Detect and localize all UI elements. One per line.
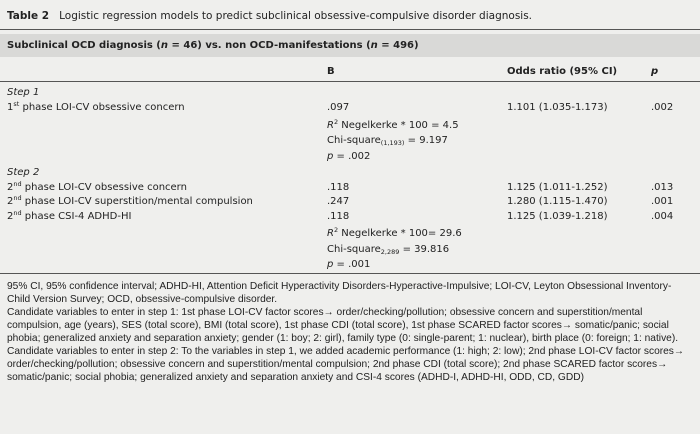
text: nd [13,208,22,217]
rule [0,29,700,30]
step-label: Step 2 [7,166,40,178]
text: (1,193) [380,139,405,147]
text: 2 [7,210,14,222]
text: nd [13,194,22,202]
p-value: p = .002 [327,150,370,163]
cell: .002 [651,102,674,113]
chi-square: Chi-square(1,193) = 9.197 [327,134,448,147]
footnotes: 95% CI, 95% confidence interval; ADHD-HI… [7,280,693,384]
column-header: Odds ratio (95% CI) [507,66,618,77]
text: = 46) vs. non OCD-manifestations ( [168,40,371,51]
text: Negelkerke * 100 = 4.5 [338,119,459,131]
text: phase LOI-CV superstition/mental compuls… [21,196,253,207]
text: 2 [333,117,339,126]
text: R [327,119,334,131]
text: 2 [7,181,14,193]
text: 2,289 [380,247,400,256]
cell: .013 [651,181,674,193]
text: Negelkerke * 100= 29.6 [338,228,462,239]
row-label: 1st phase LOI-CV obsessive concern [7,101,185,114]
text: = 39.816 [399,243,450,255]
table-label: Table 2 [7,10,50,22]
column-header: B [327,66,335,77]
text: p [327,259,334,270]
row-label: 2nd phase LOI-CV obsessive concern [7,179,187,194]
text: = .002 [333,150,371,162]
rule [0,81,700,82]
text: 2 [7,196,14,207]
text: 1 [7,102,14,113]
cell: 1.101 (1.035-1.173) [507,102,608,113]
cell: .118 [327,181,350,193]
text: phase LOI-CV obsessive concern [21,181,187,193]
row-label: 2nd phase LOI-CV superstition/mental com… [7,195,253,208]
r-squared: R2 Negelkerke * 100 = 4.5 [327,117,459,132]
footnote: 95% CI, 95% confidence interval; ADHD-HI… [7,281,672,305]
text: Chi-square [327,135,381,146]
footnote: Candidate variables to enter in step 1: … [7,307,679,344]
text: st [13,100,20,108]
cell: .004 [651,210,674,222]
text: = 496) [377,40,419,51]
column-header: p [651,66,659,77]
subheader-band [0,34,700,57]
footnote: Candidate variables to enter in step 2: … [7,346,685,383]
step-label: Step 1 [7,87,40,98]
text: phase LOI-CV obsessive concern [19,102,185,113]
text: = .001 [333,259,371,270]
text: n [160,40,169,51]
p-value: p = .001 [327,258,370,271]
subheader: Subclinical OCD diagnosis (n = 46) vs. n… [7,39,419,52]
text: n [370,40,378,51]
chi-square: Chi-square2,289 = 39.816 [327,243,449,256]
text: nd [13,179,22,188]
rule [0,273,700,274]
title-text: Logistic regression models to predict su… [59,10,533,22]
r-squared: R2 Negelkerke * 100= 29.6 [327,227,462,240]
row-label: 2nd phase CSI-4 ADHD-HI [7,208,132,223]
text: Subclinical OCD diagnosis ( [7,40,161,51]
text: = 9.197 [404,135,448,146]
text: phase CSI-4 ADHD-HI [21,210,132,222]
cell: .001 [651,196,674,207]
cell: .247 [327,196,350,207]
text: p [327,150,334,162]
text: 2 [333,226,339,234]
text: Chi-square [327,243,381,255]
text: R [327,228,334,239]
cell: 1.125 (1.011-1.252) [507,181,608,193]
cell: .097 [327,102,350,113]
cell: 1.280 (1.115-1.470) [507,196,608,207]
title: Table 2 Logistic regression models to pr… [7,10,532,23]
cell: .118 [327,210,350,222]
cell: 1.125 (1.039-1.218) [507,210,608,222]
